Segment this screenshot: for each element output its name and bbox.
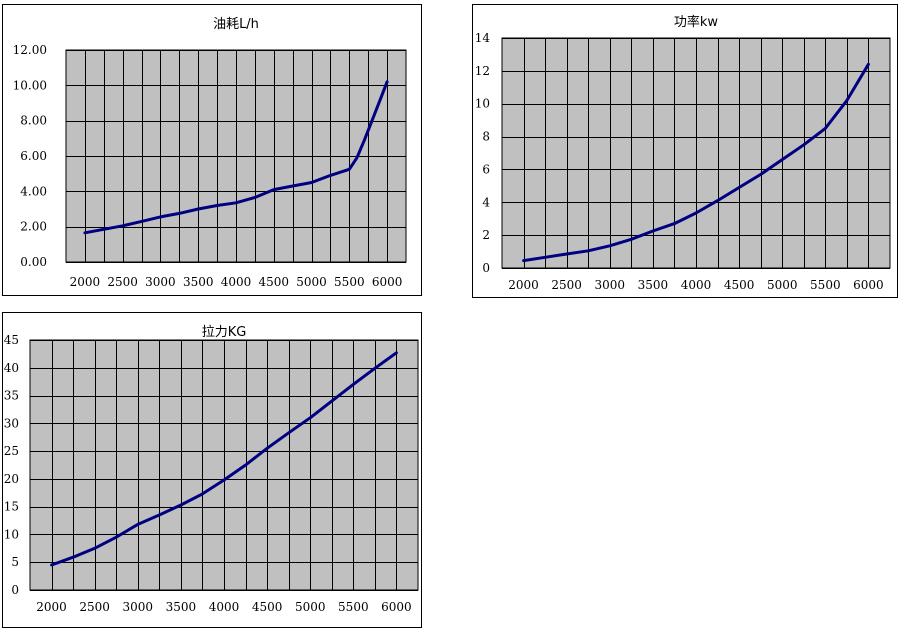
x-tick-label: 6000 [853,278,884,292]
y-tick-label: 12 [475,64,490,78]
x-tick-label: 4500 [724,278,755,292]
y-tick-label: 2 [482,228,490,242]
y-tick-label: 40 [4,361,19,375]
power-chart: 0 2 4 6 8 10 12 14 2000 2500 3000 3500 4000 4500 5000 5… [472,4,898,298]
series-line [83,80,389,235]
x-tick-label: 2000 [508,278,539,292]
x-tick-label: 5000 [767,278,798,292]
y-tick-label: 0 [482,261,490,275]
gridlines [30,340,418,591]
y-tick-label: 0 [11,583,19,597]
fuel-consumption-chart: 0.00 2.00 4.00 6.00 8.00 10.00 12.00 2000 2500 30… [2,4,422,296]
pull-force-chart-panel: 0 5 10 15 20 25 30 35 40 45 2000 2500 3000 3500 4000 45… [2,312,422,628]
y-tick-label: 10 [475,97,490,111]
x-tick-label: 5000 [296,275,327,289]
x-tick-label: 5500 [810,278,841,292]
series-line [522,62,870,263]
x-tick-label: 3500 [166,600,197,614]
series-line [50,351,398,567]
y-tick-label: 4.00 [20,184,47,198]
y-tick-label: 8 [482,130,490,144]
chart-title: 拉力KG [202,325,247,340]
gridlines [66,50,406,263]
x-tick-label: 6000 [372,275,403,289]
y-tick-label: 4 [482,195,490,209]
x-tick-label: 3000 [595,278,626,292]
y-tick-label: 25 [4,444,19,458]
y-tick-label: 5 [11,555,19,569]
y-tick-label: 15 [4,500,19,514]
pull-force-chart: 0 5 10 15 20 25 30 35 40 45 2000 2500 3000 3500 4000 45… [2,312,422,628]
x-tick-label: 4000 [221,275,252,289]
x-tick-label: 3000 [123,600,154,614]
x-tick-label: 4500 [259,275,290,289]
x-tick-label: 2000 [70,275,101,289]
gridlines [502,38,890,269]
x-tick-label: 4000 [209,600,240,614]
y-tick-label: 12.00 [13,43,47,57]
x-tick-label: 6000 [381,600,412,614]
y-tick-label: 14 [475,31,491,45]
y-tick-label: 0.00 [20,255,47,269]
x-tick-label: 5500 [338,600,369,614]
y-tick-label: 30 [4,416,19,430]
x-tick-label: 4500 [252,600,283,614]
y-tick-label: 20 [4,472,19,486]
y-tick-label: 8.00 [20,114,47,128]
y-tick-label: 35 [4,389,19,403]
y-tick-label: 6.00 [20,149,47,163]
x-tick-label: 4000 [681,278,712,292]
y-tick-label: 10.00 [13,78,47,92]
y-tick-label: 10 [4,527,19,541]
x-tick-label: 5500 [334,275,365,289]
x-tick-label: 2000 [36,600,67,614]
x-tick-label: 2500 [79,600,110,614]
power-chart-panel: 0 2 4 6 8 10 12 14 2000 2500 3000 3500 4000 4500 5000 5… [472,4,898,298]
y-tick-label: 6 [482,162,490,176]
chart-title: 功率kw [674,14,719,30]
fuel-consumption-chart-panel: 0.00 2.00 4.00 6.00 8.00 10.00 12.00 2000 2500 30… [2,4,422,296]
chart-title: 油耗L/h [213,17,259,32]
x-tick-label: 5000 [295,600,326,614]
x-tick-label: 3500 [183,275,214,289]
x-tick-label: 2500 [107,275,138,289]
x-tick-label: 3500 [638,278,669,292]
x-tick-label: 2500 [551,278,582,292]
x-tick-label: 3000 [145,275,176,289]
y-tick-label: 45 [4,333,19,347]
y-tick-label: 2.00 [20,220,47,234]
